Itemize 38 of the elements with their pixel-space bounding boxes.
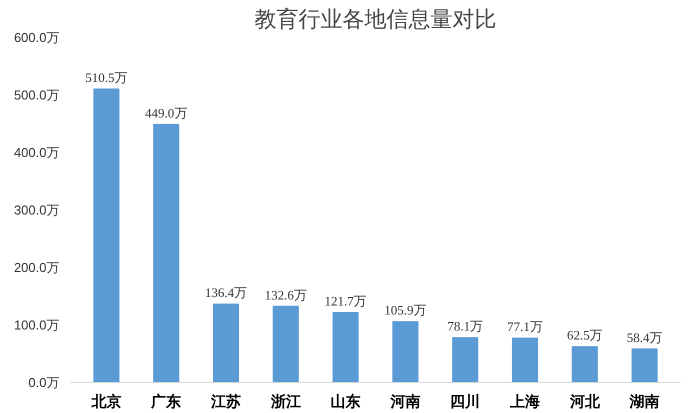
chart-title: 教育行业各地信息量对比 (254, 6, 496, 32)
x-tick-label: 江苏 (210, 394, 241, 410)
data-label: 58.4万 (626, 330, 662, 345)
data-label: 132.6万 (264, 287, 307, 302)
data-label: 510.5万 (85, 70, 128, 85)
y-tick-label: 100.0万 (14, 318, 60, 332)
x-tick-label: 广东 (150, 392, 182, 410)
y-tick-label: 300.0万 (14, 202, 60, 218)
bar (272, 306, 299, 382)
data-label: 62.5万 (566, 328, 603, 343)
data-label: 78.1万 (447, 318, 484, 334)
bar (93, 88, 120, 382)
x-tick-label: 湖南 (628, 394, 660, 410)
data-label: 121.7万 (324, 294, 367, 309)
bar (153, 124, 180, 382)
x-tick-label: 河南 (389, 394, 420, 410)
x-tick-label: 北京 (90, 392, 122, 410)
y-tick-label: 600.0万 (14, 30, 60, 45)
x-tick-label: 山东 (330, 392, 361, 410)
bar (332, 312, 359, 382)
bar (212, 304, 240, 382)
x-tick-label: 河北 (568, 394, 601, 410)
bar (392, 321, 418, 382)
y-tick-label: 400.0万 (14, 145, 60, 160)
data-label: 105.9万 (384, 302, 427, 318)
y-tick-label: 0.0万 (28, 375, 60, 390)
data-label: 449.0万 (145, 105, 188, 120)
data-label: 77.1万 (507, 319, 543, 334)
bar (512, 338, 538, 382)
bar (632, 348, 658, 382)
x-tick-label: 四川 (450, 394, 480, 410)
x-tick-label: 浙江 (270, 394, 301, 410)
bar (452, 337, 478, 382)
y-tick-label: 500.0万 (14, 88, 60, 102)
bar (572, 346, 598, 382)
x-tick-label: 上海 (509, 394, 540, 410)
y-tick-label: 200.0万 (14, 260, 60, 275)
data-label: 136.4万 (204, 285, 248, 300)
